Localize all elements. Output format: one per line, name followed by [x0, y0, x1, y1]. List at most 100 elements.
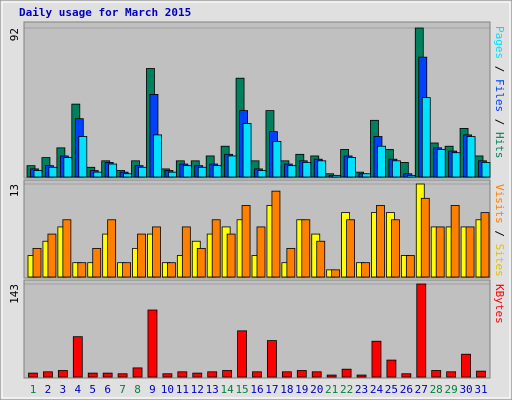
- bar: [197, 166, 207, 178]
- bar: [286, 247, 296, 278]
- chart-title: Daily usage for March 2015: [19, 6, 191, 19]
- bar: [167, 171, 177, 178]
- x-tick-label: 7: [119, 383, 126, 396]
- x-tick-label: 22: [340, 383, 353, 396]
- bar: [237, 330, 247, 378]
- bar: [406, 174, 416, 178]
- bar: [28, 372, 38, 378]
- x-tick-label: 30: [459, 383, 472, 396]
- bar: [166, 262, 176, 278]
- bar: [102, 372, 113, 378]
- bar: [461, 353, 471, 378]
- bar: [272, 140, 282, 178]
- bar: [302, 162, 312, 178]
- bar: [371, 340, 382, 378]
- bar: [32, 247, 42, 278]
- legend-entry: KBytes: [493, 284, 506, 324]
- bar: [57, 370, 68, 378]
- x-tick-label: 8: [134, 383, 141, 396]
- x-tick-label: 17: [265, 383, 278, 396]
- bar: [341, 368, 352, 378]
- bar: [63, 157, 73, 178]
- bar: [222, 370, 233, 378]
- bar: [182, 165, 192, 178]
- bar: [287, 165, 297, 178]
- bar: [242, 123, 252, 178]
- x-tick-label: 28: [430, 383, 443, 396]
- x-tick-label: 4: [74, 383, 81, 396]
- x-tick-label: 6: [104, 383, 111, 396]
- bar: [390, 219, 400, 278]
- bar: [281, 371, 292, 378]
- bar: [450, 205, 460, 278]
- bar: [421, 97, 431, 178]
- x-tick-label: 18: [280, 383, 293, 396]
- bar: [78, 136, 88, 178]
- bar: [108, 163, 118, 178]
- bar: [181, 226, 191, 278]
- bar: [435, 226, 445, 278]
- plot-area: [23, 21, 491, 179]
- y-tick-label: 13: [8, 184, 21, 197]
- bar: [43, 371, 53, 378]
- legend-entry: Files: [493, 79, 506, 112]
- bar: [317, 160, 327, 178]
- x-tick-label: 3: [60, 383, 67, 396]
- x-tick-label: 16: [250, 383, 263, 396]
- y-tick-label: 143: [8, 284, 21, 304]
- bar: [480, 212, 490, 278]
- bar: [252, 371, 262, 378]
- bar: [346, 219, 356, 278]
- bar: [192, 372, 203, 378]
- x-tick-label: 21: [325, 383, 338, 396]
- bar: [420, 197, 430, 278]
- bar: [122, 262, 131, 278]
- bar: [257, 170, 267, 178]
- x-tick-label: 9: [149, 383, 156, 396]
- bar: [331, 269, 341, 278]
- x-tick-label: 23: [355, 383, 368, 396]
- x-tick-label: 20: [310, 383, 323, 396]
- bar: [123, 173, 132, 178]
- x-tick-label: 13: [206, 383, 219, 396]
- bar: [48, 166, 58, 178]
- bar: [137, 233, 146, 278]
- x-tick-label: 12: [191, 383, 204, 396]
- bar: [386, 359, 397, 378]
- bar: [196, 247, 206, 278]
- x-tick-label: 29: [445, 383, 458, 396]
- bar: [481, 162, 491, 178]
- bar: [87, 372, 98, 378]
- bar: [347, 157, 357, 178]
- bar: [436, 149, 446, 178]
- bar: [47, 233, 57, 278]
- x-tick-label: 15: [235, 383, 248, 396]
- bar: [33, 170, 43, 178]
- x-tick-label: 25: [385, 383, 398, 396]
- bar: [132, 367, 143, 378]
- bar: [227, 155, 237, 178]
- legend: Pages / Files / Hits: [493, 26, 506, 159]
- legend-entry: Sites: [493, 244, 506, 277]
- bar: [301, 219, 311, 278]
- bar: [93, 171, 103, 178]
- bar: [153, 134, 162, 178]
- bar: [226, 233, 236, 278]
- x-tick-label: 19: [295, 383, 308, 396]
- bar: [361, 262, 370, 278]
- legend: Visits / Sites: [493, 184, 506, 277]
- bar: [138, 166, 147, 178]
- bar: [107, 219, 117, 278]
- bar: [326, 374, 337, 378]
- bar: [332, 174, 342, 178]
- y-tick-label: 92: [8, 28, 21, 41]
- bar: [476, 370, 486, 378]
- bar: [377, 145, 386, 178]
- legend-entry: Hits: [493, 132, 506, 159]
- legend-separator: /: [493, 112, 506, 132]
- bar: [356, 374, 367, 378]
- bar: [212, 165, 222, 178]
- legend-separator: /: [493, 59, 506, 79]
